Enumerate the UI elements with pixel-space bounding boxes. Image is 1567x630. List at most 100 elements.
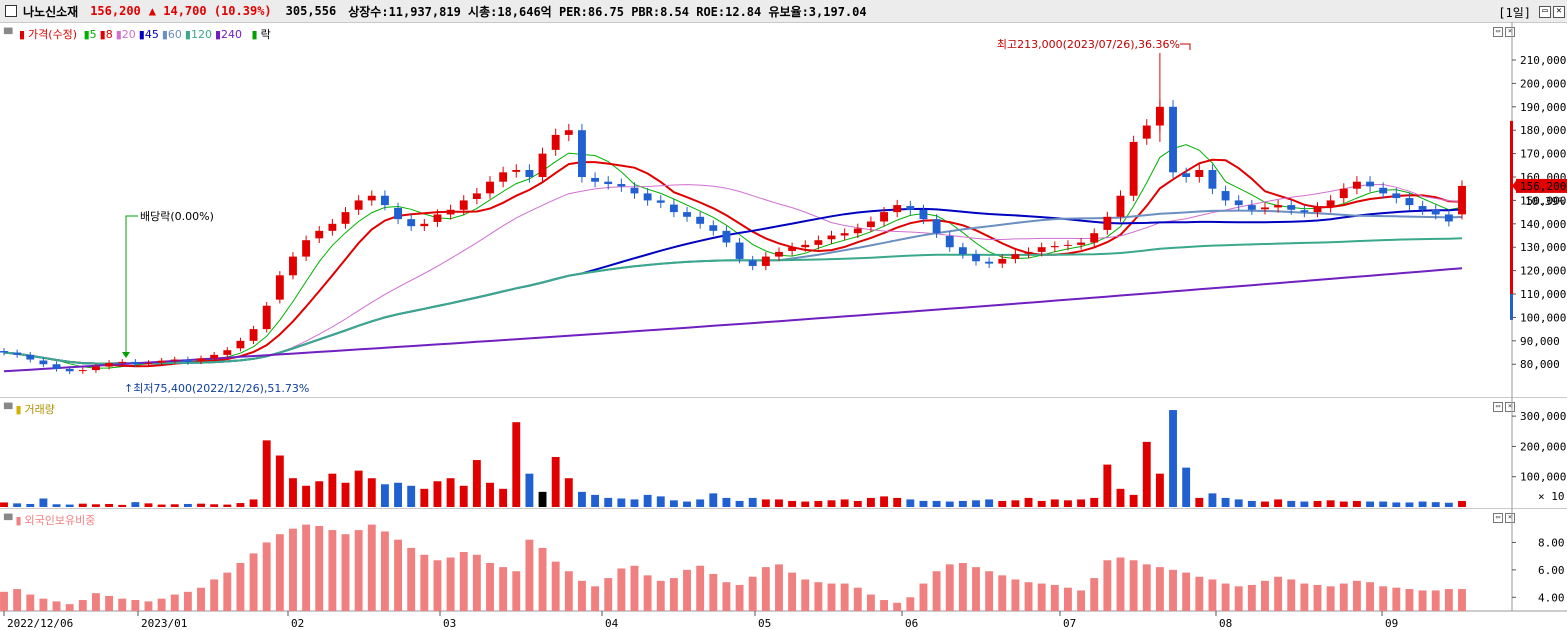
close-window-button[interactable]: ✕ [1553, 6, 1565, 18]
foreign-ratio-bar [302, 524, 311, 611]
volume-tick-label: 200,000 [1520, 440, 1566, 453]
candle-body [1458, 185, 1466, 215]
candle-body [958, 247, 967, 255]
candle-body [709, 225, 718, 231]
volume-bar [446, 478, 455, 507]
price-legend: ▀ ▮ 가격(수정) ▮5 ▮8 ▮20 ▮45 ▮60 ▮120 ▮240 ▮ 락 [4, 28, 271, 41]
foreign-ratio-bar [656, 580, 665, 611]
volume-bar [131, 502, 140, 507]
high-annotation-arrow [1180, 43, 1191, 50]
volume-bar [1287, 500, 1296, 507]
volume-maximize-button[interactable]: ▭ [1493, 402, 1503, 412]
volume-bar [788, 500, 797, 507]
foreign-ratio-bar [919, 583, 928, 611]
panel-maximize-button[interactable]: ▭ [1493, 27, 1503, 37]
foreign-ratio-bar [26, 594, 35, 611]
foreign-ratio-bar [39, 598, 48, 611]
candle-body [275, 275, 284, 300]
price-tick-label: 130,000 [1520, 241, 1566, 254]
ma240-line [3, 267, 1463, 373]
candle-body [1011, 254, 1020, 259]
volume-bar [499, 488, 508, 507]
legend-ma-120: ▮120 [184, 28, 212, 41]
select-checkbox[interactable] [5, 5, 17, 17]
volume-panel: ▀ ▮ 거래량 ▭ × [0, 397, 1567, 509]
candle-body [302, 240, 311, 257]
foreign-ratio-bar [446, 557, 455, 611]
volume-bar [893, 497, 902, 507]
volume-bar [315, 481, 324, 507]
candle-body [1077, 242, 1086, 245]
foreign-ratio-bar [748, 576, 757, 611]
candle-body [1208, 169, 1217, 189]
foreign-ratio-bar [853, 587, 862, 611]
candle-body [289, 256, 297, 276]
foreign-ratio-bar [958, 563, 967, 611]
candle-body [551, 134, 560, 150]
restore-window-button[interactable]: ▭ [1539, 6, 1551, 18]
foreign-ratio-bar [1326, 586, 1335, 611]
candle-body [1103, 216, 1112, 230]
candle-body [1287, 205, 1296, 210]
foreign-ratio-bar [578, 580, 586, 611]
candle-body [105, 363, 114, 367]
volume-bar [827, 500, 836, 507]
period-selector[interactable]: [1일] [1498, 6, 1531, 20]
candle-body [459, 200, 468, 210]
foreign-ratio-bar [459, 552, 468, 611]
foreign-close-button[interactable]: × [1505, 513, 1515, 523]
foreign-ratio-bar [683, 569, 691, 611]
foreign-ratio-bar [0, 591, 8, 611]
volume-bar [1077, 499, 1086, 507]
foreign-ratio-bar [1418, 590, 1427, 611]
volume-close-button[interactable]: × [1505, 402, 1515, 412]
candle-body [722, 230, 731, 243]
candle-body [1182, 173, 1191, 178]
foreign-ratio-bar [1366, 582, 1374, 611]
foreign-ratio-bar [814, 582, 823, 611]
foreign-ratio-bar [538, 547, 547, 611]
candle-body [1444, 214, 1453, 222]
volume-bar [1234, 499, 1243, 507]
candle-body [1064, 244, 1072, 246]
current-price-label: 156,200 [1520, 180, 1566, 193]
x-axis-label: 02 [291, 617, 304, 630]
volume-bar [210, 504, 219, 507]
volume-bar [1221, 497, 1230, 507]
trade-volume: 305,556 [285, 4, 337, 18]
candle-body [420, 223, 429, 227]
volume-bar [289, 478, 297, 507]
legend-ma-8: ▮8 [99, 28, 113, 41]
price-tick-label: 110,000 [1520, 288, 1566, 301]
high-annotation: 최고213,000(2023/07/26),36.36% [997, 38, 1180, 51]
candle-body [1431, 209, 1440, 215]
foreign-ratio-panel: ▀ ▮ 외국인보유비중 ▭ × [0, 508, 1567, 612]
foreign-tick-label: 4.00 [1538, 591, 1565, 604]
volume-bar [394, 482, 402, 507]
low-annotation: ↑최저75,400(2022/12/26),51.73% [124, 382, 309, 395]
foreign-ratio-bar [1379, 586, 1388, 611]
stock-name[interactable]: 나노신소재 [23, 4, 79, 19]
volume-bar [617, 498, 626, 507]
foreign-ratio-bar [78, 600, 87, 611]
volume-bar [748, 497, 757, 507]
candle-body [538, 153, 547, 178]
candle-body [486, 181, 494, 194]
candle-body [170, 359, 179, 361]
volume-bar [1103, 464, 1112, 507]
foreign-tick-label: 6.00 [1538, 564, 1565, 577]
candle-body [446, 209, 455, 215]
x-axis-label: 07 [1063, 617, 1076, 630]
foreign-ratio-bar [380, 531, 389, 611]
foreign-maximize-button[interactable]: ▭ [1493, 513, 1503, 523]
volume-bar [354, 470, 363, 507]
panel-close-button[interactable]: × [1505, 27, 1515, 37]
foreign-ratio-bar [1169, 569, 1177, 611]
price-change: ▲ 14,700 (10.39%) [148, 4, 272, 18]
candle-body [1313, 207, 1322, 213]
candle-body [210, 354, 219, 359]
foreign-ratio-bar [1458, 589, 1466, 611]
foreign-ratio-bar [893, 602, 902, 611]
foreign-ratio-bar [131, 600, 140, 611]
